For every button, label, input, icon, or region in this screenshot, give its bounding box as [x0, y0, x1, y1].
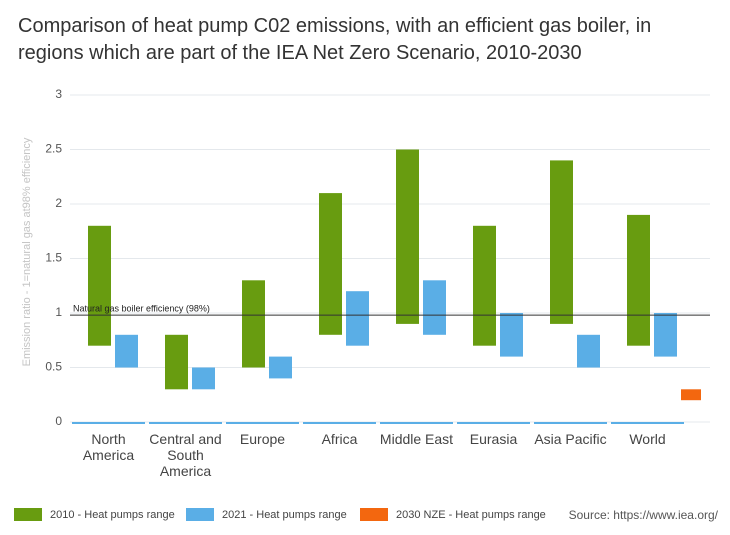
reference-label: Natural gas boiler efficiency (98%)	[73, 304, 210, 314]
x-tick-label: Asia Pacific	[534, 431, 607, 447]
y-tick-label: 0	[55, 414, 62, 428]
legend-item: 2030 NZE - Heat pumps range	[360, 508, 546, 521]
range-bar	[319, 193, 342, 335]
legend-swatch	[360, 508, 388, 521]
range-bar	[346, 291, 369, 346]
y-tick-label: 2	[55, 196, 62, 210]
chart-title: Comparison of heat pump C02 emissions, w…	[18, 15, 652, 64]
legend-swatch	[14, 508, 42, 521]
legend-label: 2021 - Heat pumps range	[222, 508, 347, 521]
range-bar	[165, 334, 188, 390]
legend-swatch	[186, 508, 214, 521]
x-tick-label: Middle East	[379, 431, 454, 447]
range-bar	[473, 225, 496, 346]
source: Source: https://www.iea.org/	[568, 508, 718, 522]
range-bar	[577, 334, 600, 368]
range-bar	[269, 356, 292, 379]
range-bar	[242, 280, 265, 368]
x-tick-label: Africa	[321, 431, 358, 447]
range-bar	[423, 280, 446, 335]
range-bar	[627, 214, 650, 346]
x-tick-label: World	[629, 431, 666, 447]
legend-item: 2010 - Heat pumps range	[14, 508, 175, 521]
range-bar	[500, 313, 523, 357]
range-bar	[192, 367, 215, 390]
x-tick-label: Europe	[239, 431, 286, 447]
range-bar	[88, 225, 111, 346]
y-tick-label: 1	[55, 305, 62, 319]
legend-label: 2010 - Heat pumps range	[50, 508, 175, 521]
range-bar	[654, 313, 677, 357]
x-tick-label: Eurasia	[469, 431, 518, 447]
y-tick-label: 1.5	[45, 251, 62, 265]
y-tick-label: 0.5	[45, 360, 62, 374]
range-bar	[396, 149, 419, 324]
legend-label: 2030 NZE - Heat pumps range	[396, 508, 546, 521]
range-bar	[115, 334, 138, 368]
x-tick-label: Central and South America	[149, 431, 222, 479]
legend-item: 2021 - Heat pumps range	[186, 508, 347, 521]
range-bar	[550, 160, 573, 324]
x-tick-label: North America	[82, 431, 135, 463]
y-tick-label: 2.5	[45, 142, 62, 156]
y-tick-label: 3	[55, 87, 62, 101]
y-axis-label: Emission ratio - 1=natural gas at98% eff…	[21, 137, 33, 366]
range-bar	[681, 389, 701, 401]
